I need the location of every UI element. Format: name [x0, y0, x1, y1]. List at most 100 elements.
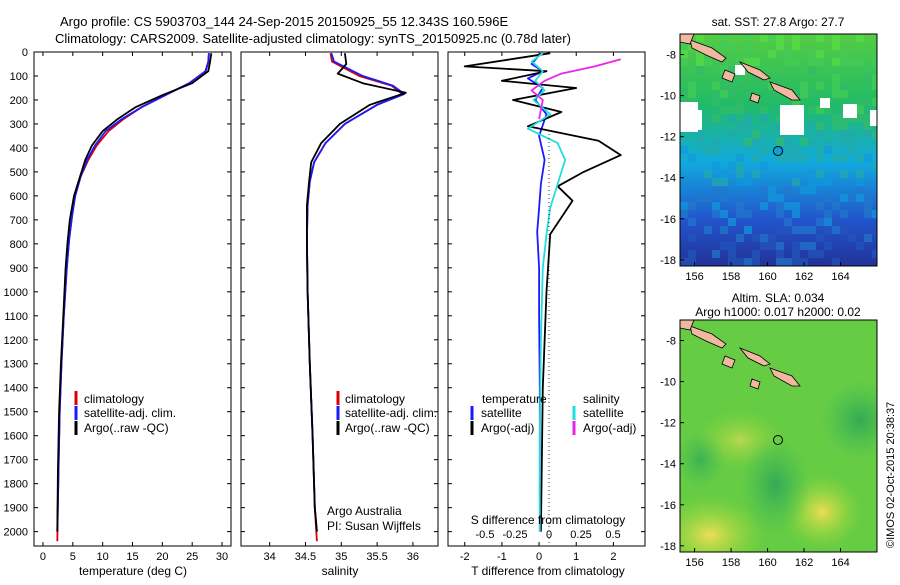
sst-cell	[736, 210, 744, 218]
sst-cell	[848, 58, 856, 66]
x-tick-label: 36	[407, 551, 419, 563]
sst-cell	[792, 154, 800, 162]
s-tick-label: -0.25	[502, 529, 527, 541]
sst-cell	[760, 106, 768, 114]
lat-tick-label: -14	[660, 459, 676, 471]
sst-cell	[720, 210, 728, 218]
sst-cell	[816, 178, 824, 186]
sst-cell	[728, 250, 736, 258]
x-tick-label: 2	[610, 551, 616, 563]
lat-tick-label: -8	[666, 50, 676, 62]
sst-cell	[864, 234, 872, 242]
sst-cell	[832, 90, 840, 98]
sst-cell	[680, 58, 688, 66]
cloud-gap	[820, 98, 830, 108]
sst-cell	[824, 218, 832, 226]
sst-cell	[688, 234, 696, 242]
x-tick-label: 1	[573, 551, 579, 563]
salinity-panel	[240, 51, 439, 547]
s-difference-label: S difference from climatology	[471, 513, 626, 527]
argo-position-marker	[773, 435, 783, 445]
sst-cell	[792, 210, 800, 218]
depth-tick-label: 300	[10, 119, 28, 131]
sst-cell	[792, 202, 800, 210]
lat-tick-label: -16	[660, 500, 676, 512]
lon-tick-label: 160	[758, 557, 776, 569]
sla-map-subtitle: Argo h1000: 0.017 h2000: 0.02	[695, 305, 861, 319]
sst-cell	[736, 98, 744, 106]
sst-cell	[800, 90, 808, 98]
sst-cell	[736, 234, 744, 242]
sst-cell	[720, 186, 728, 194]
island-shape	[738, 347, 771, 367]
sst-cell	[864, 194, 872, 202]
annotation-pi: PI: Susan Wijffels	[327, 519, 421, 533]
depth-tick-label: 900	[10, 263, 28, 275]
sst-cell	[808, 170, 816, 178]
sst-cell	[792, 58, 800, 66]
sst-cell	[760, 234, 768, 242]
sst-cell	[736, 202, 744, 210]
sst-cell	[832, 114, 840, 122]
depth-tick-label: 1700	[4, 455, 28, 467]
argo-position-marker	[773, 146, 783, 156]
depth-tick-label: 800	[10, 239, 28, 251]
sst-cell	[824, 226, 832, 234]
sst-cell	[872, 74, 877, 82]
sst-cell	[840, 50, 848, 58]
sst-cell	[720, 226, 728, 234]
sst-cell	[792, 42, 800, 50]
sst-cell	[744, 210, 752, 218]
sst-cell	[776, 202, 784, 210]
sst-cell	[760, 114, 768, 122]
difference-legend: temperature satellite Argo(-adj) salinit…	[470, 392, 636, 435]
depth-tick-label: 1400	[4, 383, 28, 395]
legend-label-s-argo: Argo(-adj)	[583, 421, 636, 435]
sst-cell	[680, 258, 688, 266]
sst-cell	[776, 42, 784, 50]
sst-cell	[856, 154, 864, 162]
sst-cell	[728, 242, 736, 250]
sst-cell	[744, 42, 752, 50]
island-shape	[680, 320, 695, 331]
sst-cell	[832, 218, 840, 226]
sst-map-frame	[679, 33, 878, 267]
sst-cell	[712, 178, 720, 186]
sst-cell	[840, 90, 848, 98]
sla-low	[680, 430, 725, 490]
sst-cell	[872, 162, 877, 170]
sst-cell	[688, 82, 696, 90]
lat-tick-label: -10	[660, 91, 676, 103]
sst-cell	[736, 178, 744, 186]
sla-map-title: Altim. SLA: 0.034	[732, 291, 825, 305]
sst-cell	[776, 34, 784, 42]
x-tick-label: 34	[264, 551, 276, 563]
sst-cell	[832, 74, 840, 82]
sst-cell	[792, 146, 800, 154]
sst-cell	[824, 138, 832, 146]
cloud-gap	[780, 105, 804, 135]
sst-cell	[872, 130, 877, 138]
sst-cell	[792, 98, 800, 106]
legend-label-climatology: climatology	[345, 392, 405, 406]
sst-cell	[784, 186, 792, 194]
island-shape	[749, 92, 761, 104]
sst-cell	[784, 58, 792, 66]
sst-cell	[832, 122, 840, 130]
sst-cell	[752, 170, 760, 178]
sst-cell	[744, 178, 752, 186]
sst-cell	[808, 66, 816, 74]
sst-cell	[840, 58, 848, 66]
s-tick-label: -0.5	[476, 529, 495, 541]
sst-cell	[712, 146, 720, 154]
sst-cell	[808, 122, 816, 130]
sst-cell	[728, 106, 736, 114]
sst-cell	[712, 202, 720, 210]
sst-cell	[784, 50, 792, 58]
sst-cell	[744, 34, 752, 42]
sst-cell	[744, 122, 752, 130]
sst-map-title: sat. SST: 27.8 Argo: 27.7	[712, 15, 845, 29]
sst-cell	[704, 58, 712, 66]
sst-cell	[744, 258, 752, 266]
sst-cell	[704, 146, 712, 154]
